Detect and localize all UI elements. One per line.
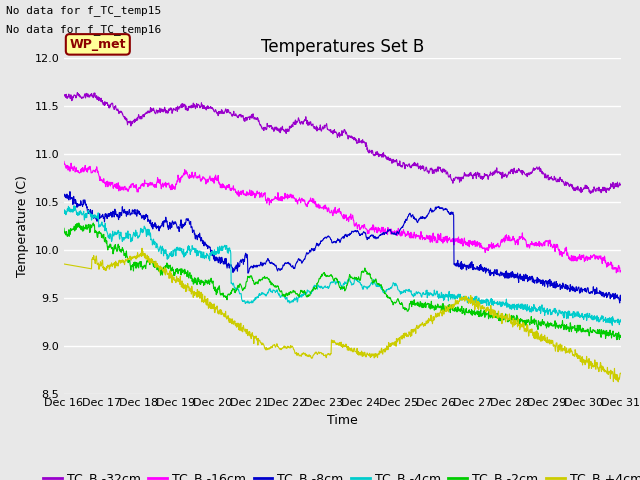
TC_B -4cm — [70, 203, 78, 209]
TC_B -4cm — [60, 208, 68, 214]
Line: TC_B -8cm: TC_B -8cm — [64, 192, 621, 303]
TC_B -16cm — [318, 205, 326, 211]
Line: TC_B -32cm: TC_B -32cm — [64, 93, 621, 193]
TC_B -2cm — [308, 287, 316, 293]
TC_B -4cm — [318, 285, 326, 290]
Line: TC_B -2cm: TC_B -2cm — [64, 223, 621, 340]
Line: TC_B -16cm: TC_B -16cm — [64, 161, 621, 273]
TC_B -16cm — [612, 270, 620, 276]
TC_B -16cm — [103, 181, 111, 187]
TC_B -4cm — [609, 323, 616, 328]
TC_B -32cm — [297, 121, 305, 127]
TC_B -32cm — [617, 182, 625, 188]
Title: Temperatures Set B: Temperatures Set B — [260, 38, 424, 56]
TC_B -4cm — [617, 317, 625, 323]
TC_B -32cm — [586, 191, 594, 196]
TC_B -2cm — [613, 337, 621, 343]
TC_B -32cm — [104, 100, 111, 106]
TC_B -8cm — [104, 213, 111, 219]
TC_B -2cm — [60, 226, 68, 231]
TC_B -8cm — [66, 189, 74, 194]
TC_B -16cm — [617, 268, 625, 274]
Line: TC_B -4cm: TC_B -4cm — [64, 206, 621, 325]
Text: WP_met: WP_met — [70, 38, 126, 51]
TC_B -4cm — [378, 286, 385, 291]
TC_B +4cm — [138, 245, 146, 251]
TC_B -16cm — [126, 185, 134, 191]
TC_B +4cm — [308, 355, 316, 361]
TC_B +4cm — [126, 254, 134, 260]
TC_B -4cm — [104, 230, 111, 236]
Text: No data for f_TC_temp16: No data for f_TC_temp16 — [6, 24, 162, 35]
TC_B +4cm — [318, 351, 326, 357]
TC_B +4cm — [60, 261, 68, 267]
TC_B -32cm — [308, 122, 316, 128]
TC_B +4cm — [617, 371, 625, 376]
TC_B -2cm — [378, 282, 385, 288]
TC_B -32cm — [378, 152, 385, 157]
TC_B -2cm — [104, 244, 111, 250]
TC_B -32cm — [126, 118, 134, 124]
X-axis label: Time: Time — [327, 414, 358, 427]
TC_B -8cm — [297, 258, 305, 264]
TC_B -16cm — [377, 228, 385, 234]
TC_B +4cm — [378, 347, 385, 352]
Legend: TC_B -32cm, TC_B -16cm, TC_B -8cm, TC_B -4cm, TC_B -2cm, TC_B +4cm: TC_B -32cm, TC_B -16cm, TC_B -8cm, TC_B … — [38, 467, 640, 480]
TC_B -2cm — [297, 288, 305, 294]
Text: No data for f_TC_temp15: No data for f_TC_temp15 — [6, 5, 162, 16]
TC_B -32cm — [74, 90, 81, 96]
TC_B -8cm — [378, 231, 385, 237]
TC_B -2cm — [126, 262, 134, 267]
TC_B -8cm — [318, 238, 326, 244]
TC_B -8cm — [60, 193, 68, 199]
TC_B -16cm — [308, 198, 316, 204]
TC_B -4cm — [126, 232, 134, 238]
TC_B -8cm — [126, 212, 134, 218]
TC_B -2cm — [75, 220, 83, 226]
TC_B -8cm — [616, 300, 623, 306]
TC_B -16cm — [296, 197, 304, 203]
Line: TC_B +4cm: TC_B +4cm — [64, 248, 621, 382]
TC_B -8cm — [308, 247, 316, 252]
TC_B -2cm — [617, 333, 625, 338]
TC_B -2cm — [318, 273, 326, 279]
TC_B -16cm — [60, 158, 68, 164]
TC_B +4cm — [103, 265, 111, 271]
TC_B -32cm — [60, 92, 68, 97]
TC_B -4cm — [308, 288, 316, 294]
TC_B -4cm — [297, 293, 305, 299]
TC_B -8cm — [617, 298, 625, 303]
Y-axis label: Temperature (C): Temperature (C) — [16, 175, 29, 276]
TC_B +4cm — [614, 379, 622, 385]
TC_B -32cm — [318, 126, 326, 132]
TC_B +4cm — [297, 353, 305, 359]
